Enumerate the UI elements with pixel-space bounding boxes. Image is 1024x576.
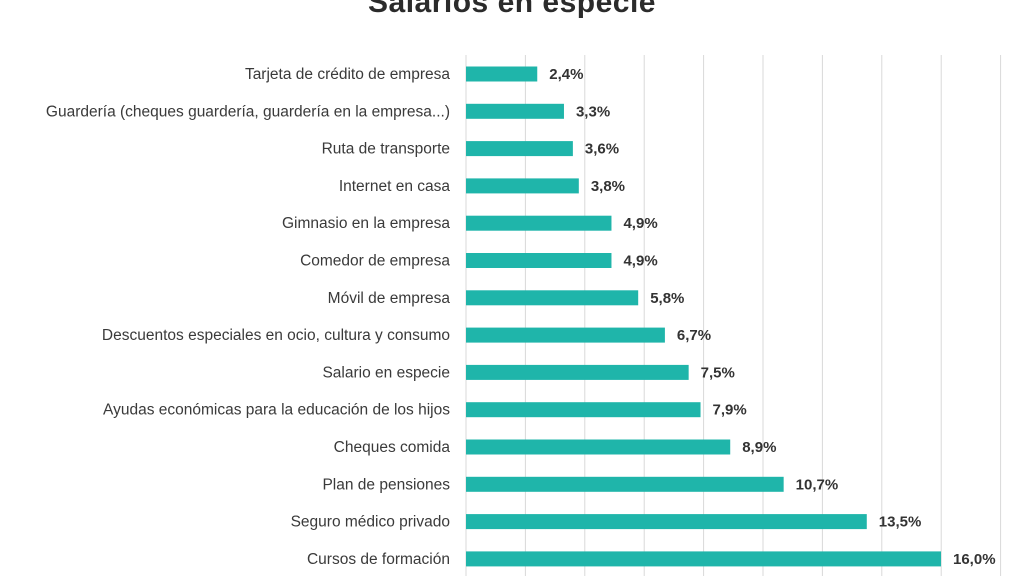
category-label: Guardería (cheques guardería, guardería …: [46, 103, 450, 120]
data-label: 13,5%: [879, 514, 922, 531]
data-label: 16,0%: [953, 551, 996, 568]
bar: [466, 66, 538, 82]
bar: [466, 364, 689, 380]
category-label: Salario en especie: [322, 364, 450, 381]
category-label: Móvil de empresa: [328, 290, 451, 307]
data-label: 8,9%: [742, 439, 776, 456]
data-label: 4,9%: [623, 253, 657, 270]
bar: [466, 215, 612, 231]
bar: [466, 551, 941, 567]
bar: [466, 141, 573, 157]
category-label: Cheques comida: [334, 439, 451, 456]
data-label: 4,9%: [623, 215, 657, 232]
category-label: Descuentos especiales en ocio, cultura y…: [102, 327, 450, 344]
data-label: 2,4%: [549, 66, 583, 83]
data-label: 7,5%: [701, 364, 735, 381]
bar: [466, 290, 639, 306]
data-label: 10,7%: [796, 476, 839, 493]
category-label: Tarjeta de crédito de empresa: [245, 66, 450, 83]
data-label: 5,8%: [650, 290, 684, 307]
data-label: 3,6%: [585, 141, 619, 158]
chart-title: Salarios en especie: [368, 0, 656, 19]
category-label: Plan de pensiones: [322, 476, 450, 493]
data-label: 3,8%: [591, 178, 625, 195]
labels: Tarjeta de crédito de empresa 2,4% Guarder…: [46, 66, 996, 568]
bar: [466, 402, 701, 418]
bar: [466, 178, 579, 194]
bar: [466, 439, 731, 455]
bar: [466, 103, 564, 119]
data-label: 3,3%: [576, 103, 610, 120]
category-label: Gimnasio en la empresa: [282, 215, 450, 232]
category-label: Ayudas económicas para la educación de l…: [103, 402, 450, 419]
category-label: Comedor de empresa: [300, 253, 450, 270]
category-label: Internet en casa: [339, 178, 451, 195]
bar: [466, 514, 867, 530]
gridlines: [465, 55, 1002, 576]
bar: [466, 253, 612, 268]
category-label: Ruta de transporte: [322, 141, 450, 158]
bar: [466, 476, 784, 492]
data-label: 6,7%: [677, 327, 711, 344]
data-label: 7,9%: [713, 402, 747, 419]
category-label: Seguro médico privado: [291, 514, 450, 531]
bar: [466, 327, 665, 343]
bars: [466, 66, 941, 567]
category-label: Cursos de formación: [307, 551, 450, 568]
